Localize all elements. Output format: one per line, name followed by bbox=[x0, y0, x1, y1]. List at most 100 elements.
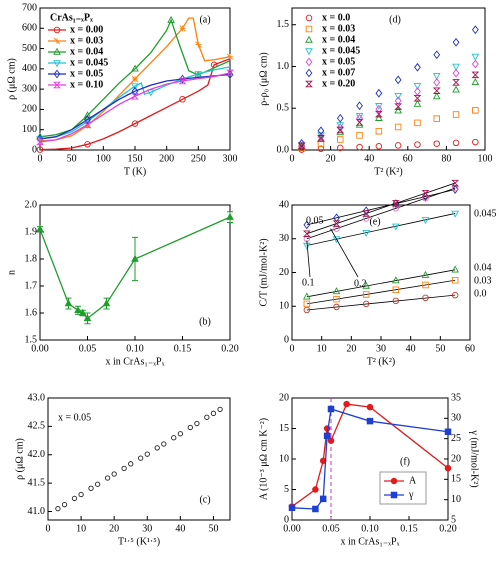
y-tick-label: 2.0 bbox=[25, 199, 38, 210]
data-point bbox=[78, 491, 84, 498]
data-point bbox=[61, 502, 68, 508]
y-tick-label: 100 bbox=[22, 124, 37, 135]
data-point bbox=[471, 71, 480, 79]
data-point bbox=[343, 400, 350, 408]
x-tick-label: 40 bbox=[406, 343, 416, 354]
y2-tick-label: 20 bbox=[451, 453, 461, 464]
panel-label: (c) bbox=[199, 494, 210, 505]
data-point bbox=[394, 93, 402, 100]
data-point bbox=[217, 406, 223, 412]
plot-frame bbox=[47, 397, 231, 521]
data-point bbox=[451, 179, 460, 187]
data-point bbox=[452, 37, 460, 47]
x-tick-label: 0 bbox=[290, 153, 295, 164]
data-point bbox=[179, 25, 186, 32]
legend-marker bbox=[53, 60, 61, 68]
data-point bbox=[452, 111, 460, 118]
legend-marker bbox=[305, 48, 313, 56]
data-point bbox=[451, 210, 460, 218]
legend-label: x = 0.0 bbox=[322, 12, 350, 23]
y-tick-label: 40 bbox=[279, 199, 289, 210]
data-point bbox=[167, 15, 175, 23]
data-point bbox=[78, 308, 87, 316]
y-tick-label: 700 bbox=[22, 2, 37, 13]
legend-label: x = 0.07 bbox=[322, 67, 355, 78]
y-tick-label: 1.5 bbox=[25, 334, 38, 345]
x-tick-label: 0.10 bbox=[361, 523, 379, 534]
data-point bbox=[74, 306, 82, 313]
legend-label: x = 0.04 bbox=[322, 34, 355, 45]
y-tick-label: 41.0 bbox=[28, 506, 46, 517]
data-point bbox=[146, 89, 155, 97]
y2-tick-label: 35 bbox=[451, 392, 461, 403]
x-tick-label: 0 bbox=[38, 153, 43, 164]
data-point bbox=[298, 138, 306, 148]
data-point bbox=[121, 465, 127, 472]
x-axis-label: x in CrAs₁₋ₓPₓ bbox=[340, 536, 399, 547]
y-axis-label: n bbox=[6, 270, 17, 275]
data-point bbox=[362, 300, 370, 308]
data-point bbox=[317, 135, 325, 142]
y-tick-label: 10 bbox=[279, 301, 289, 312]
data-point bbox=[391, 276, 400, 284]
data-point bbox=[327, 437, 335, 444]
x-tick-label: 20 bbox=[326, 153, 336, 164]
data-point bbox=[102, 299, 111, 307]
data-point bbox=[375, 88, 383, 98]
legend-marker bbox=[305, 80, 313, 88]
data-point bbox=[177, 431, 184, 437]
data-point bbox=[194, 420, 200, 427]
data-point bbox=[333, 225, 340, 232]
panel-label: (b) bbox=[199, 316, 211, 327]
x-tick-label: 20 bbox=[109, 523, 119, 534]
data-point bbox=[319, 495, 327, 503]
data-point bbox=[391, 223, 400, 231]
data-point bbox=[317, 126, 325, 136]
x-tick-label: 50 bbox=[208, 523, 218, 534]
data-point bbox=[333, 295, 340, 303]
legend-box bbox=[379, 471, 427, 505]
data-point bbox=[204, 414, 210, 420]
data-point bbox=[413, 82, 422, 90]
data-point bbox=[362, 206, 370, 216]
fit-line bbox=[306, 189, 456, 226]
data-point bbox=[302, 230, 311, 237]
legend-title: CrAs₁₋ₓPₓ bbox=[50, 12, 93, 23]
x-tick-label: 60 bbox=[403, 153, 413, 164]
x-tick-label: 0.20 bbox=[221, 343, 239, 354]
legend-marker bbox=[305, 25, 313, 33]
data-point bbox=[375, 127, 383, 135]
data-point bbox=[375, 142, 383, 150]
data-point bbox=[171, 435, 177, 441]
data-point bbox=[392, 297, 400, 305]
data-point bbox=[194, 71, 203, 79]
data-point bbox=[226, 69, 234, 77]
arrow bbox=[330, 228, 359, 278]
data-point bbox=[337, 144, 344, 152]
data-point bbox=[432, 87, 441, 94]
y2-axis-label: γ (mJ/mol-K²) bbox=[469, 429, 480, 487]
data-point bbox=[356, 101, 363, 111]
data-point bbox=[444, 428, 452, 436]
x-tick-label: 0.15 bbox=[400, 523, 418, 534]
data-point bbox=[471, 25, 479, 35]
x-tick-label: 0.00 bbox=[283, 523, 301, 534]
data-point bbox=[451, 277, 459, 284]
x-tick-label: 50 bbox=[67, 153, 77, 164]
data-point bbox=[394, 75, 402, 85]
series-label: 0.0 bbox=[474, 288, 487, 299]
x-tick-label: 10 bbox=[76, 523, 86, 534]
data-point bbox=[375, 113, 383, 121]
data-point bbox=[84, 141, 91, 148]
data-point bbox=[452, 63, 460, 71]
data-point bbox=[433, 77, 441, 87]
fit-line bbox=[306, 213, 456, 246]
y-tick-label: 1.6 bbox=[25, 307, 38, 318]
data-point bbox=[422, 281, 429, 289]
x-tick-label: 0.10 bbox=[126, 343, 144, 354]
data-point bbox=[226, 212, 234, 220]
x-axis-label: x in CrAs₁₋ₓPₓ bbox=[105, 356, 164, 367]
legend-marker bbox=[53, 69, 61, 79]
data-point bbox=[394, 123, 402, 131]
